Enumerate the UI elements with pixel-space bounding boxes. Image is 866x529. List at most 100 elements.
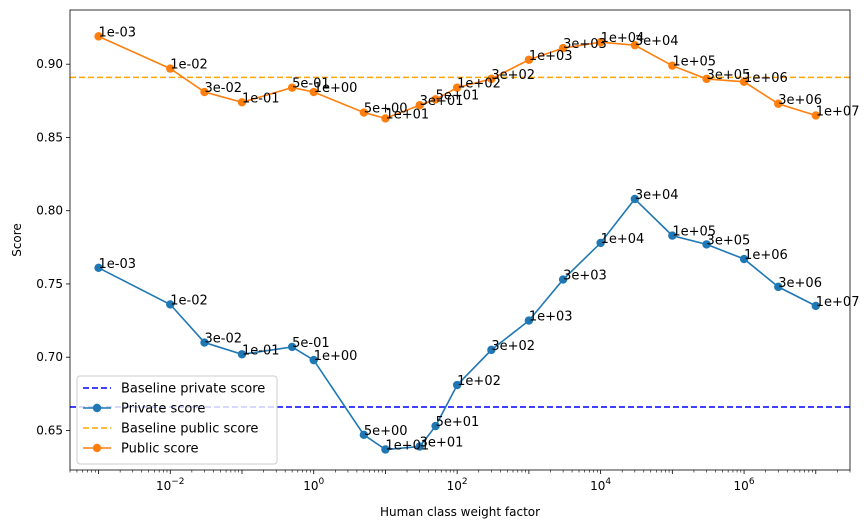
legend-label: Baseline public score (121, 422, 258, 437)
data-point (237, 350, 247, 359)
data-point (452, 380, 462, 390)
data-point (415, 442, 424, 451)
data-point (452, 83, 462, 92)
data-label: 3e+06 (778, 93, 822, 108)
legend-marker (92, 443, 102, 453)
data-point (287, 83, 297, 92)
data-label: 3e+04 (635, 188, 679, 203)
data-label: 3e-02 (204, 81, 242, 96)
data-label: 3e+01 (420, 94, 464, 109)
data-point (558, 275, 568, 284)
data-point (739, 254, 749, 264)
x-tick-label: 10−2 (156, 477, 185, 493)
data-label: 1e+06 (744, 248, 788, 263)
data-point (524, 55, 534, 65)
data-label: 1e+02 (457, 77, 501, 92)
data-label: 1e-02 (170, 58, 208, 73)
data-point (431, 95, 440, 104)
data-label: 5e+00 (364, 102, 408, 117)
data-point (381, 114, 390, 123)
data-point (702, 74, 711, 84)
data-label: 1e-01 (242, 91, 280, 106)
y-tick-label: 0.90 (36, 57, 63, 71)
data-point (524, 316, 534, 325)
legend-marker (92, 403, 102, 413)
data-point (381, 445, 390, 454)
data-label: 5e-01 (292, 77, 330, 92)
data-point (94, 32, 103, 41)
data-label: 3e+03 (563, 269, 607, 284)
data-point (487, 74, 496, 84)
x-tick-label: 106 (734, 477, 755, 493)
data-label: 3e+04 (635, 34, 679, 49)
legend-box (76, 375, 278, 465)
legend: Baseline private score Private score Basel… (76, 375, 278, 465)
data-point (811, 111, 820, 120)
data-label: 3e+02 (491, 339, 535, 354)
data-point (668, 61, 677, 70)
data-label: 3e+03 (563, 37, 607, 52)
x-tick-label: 100 (303, 477, 324, 493)
data-label: 1e+01 (385, 107, 429, 122)
data-label: 1e-03 (99, 257, 137, 272)
data-point (166, 64, 175, 73)
data-point (94, 263, 103, 273)
x-axis-label: Human class weight factor (380, 505, 540, 519)
data-point (166, 300, 175, 309)
y-tick-label: 0.65 (36, 423, 63, 437)
data-label: 3e+01 (420, 436, 464, 451)
data-label: 1e-02 (170, 293, 208, 308)
x-tick-label: 102 (447, 477, 468, 493)
data-point (596, 238, 605, 248)
data-label: 5e-01 (292, 336, 330, 351)
y-tick-label: 0.70 (36, 350, 63, 364)
data-label: 1e-01 (242, 343, 280, 358)
y-tick-label: 0.75 (36, 277, 63, 291)
data-label: 1e-03 (99, 25, 137, 40)
data-point (359, 108, 369, 117)
data-point (811, 301, 820, 311)
data-label: 1e+04 (601, 232, 645, 247)
data-point (487, 345, 496, 355)
data-point (630, 40, 640, 50)
data-point (558, 43, 568, 53)
data-point (431, 421, 440, 431)
data-label: 1e+03 (529, 310, 573, 325)
data-label: 3e+02 (491, 68, 535, 83)
data-point (237, 98, 247, 107)
data-point (630, 194, 640, 204)
data-point (309, 355, 318, 365)
legend-label: Baseline private score (121, 382, 265, 397)
axes-frame (69, 9, 851, 471)
data-point (668, 231, 677, 240)
data-label: 3e+05 (707, 68, 751, 83)
y-tick-label: 0.85 (36, 130, 63, 144)
data-point (200, 87, 209, 97)
y-axis-label: Score (10, 223, 24, 257)
legend-label: Private score (121, 402, 205, 417)
y-tick-label: 0.80 (36, 204, 63, 218)
data-label: 1e+04 (601, 31, 645, 46)
data-label: 5e+01 (436, 88, 480, 103)
plot-area (70, 32, 850, 454)
data-point (739, 77, 749, 86)
data-point (596, 38, 605, 47)
data-point (774, 99, 783, 108)
data-point (415, 101, 424, 110)
data-label: 5e+00 (364, 424, 408, 439)
data-label: 1e+03 (529, 49, 573, 64)
data-label: 1e+07 (816, 295, 860, 310)
data-point (774, 282, 783, 292)
axis-ticks: 0.65 0.70 0.75 0.80 0.85 0.90 10−2 100 102 104 106 (36, 57, 851, 493)
data-label: 3e+05 (707, 233, 751, 248)
data-label: 1e+07 (816, 104, 860, 119)
data-label: 5e+01 (436, 415, 480, 430)
x-tick-label: 104 (590, 477, 611, 493)
data-label: 1e+06 (744, 71, 788, 86)
data-label: 1e+00 (314, 81, 358, 96)
data-label: 3e-02 (204, 332, 242, 347)
data-label: 1e+05 (672, 55, 716, 70)
data-label: 1e+02 (457, 374, 501, 389)
